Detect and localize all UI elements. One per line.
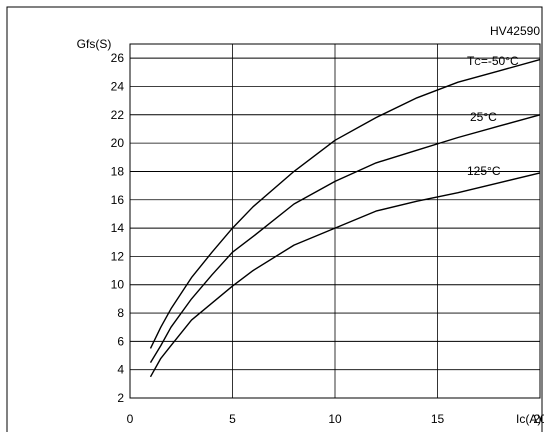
y-tick-label: 4	[117, 363, 124, 377]
y-axis-label: Gfs(S)	[77, 37, 112, 51]
y-tick-label: 6	[117, 334, 124, 348]
outer-frame	[6, 6, 543, 432]
figure-id: HV42590	[490, 24, 540, 38]
y-tick-label: 12	[111, 249, 125, 263]
series-labels: TC=-50°C 25°C 125°C	[467, 54, 519, 178]
y-tick-label: 8	[117, 306, 124, 320]
y-tick-label: 2	[117, 391, 124, 405]
y-tick-label: 18	[111, 164, 125, 178]
grid	[129, 43, 541, 399]
x-tick-label: 15	[431, 412, 445, 426]
series-line-1	[149, 114, 541, 363]
x-tick-label: 5	[229, 412, 236, 426]
y-tick-label: 22	[111, 108, 125, 122]
y-tick-label: 24	[111, 79, 125, 93]
y-tick-label: 16	[111, 193, 125, 207]
series-label-125c: 125°C	[467, 164, 501, 178]
y-tick-label: 20	[111, 136, 125, 150]
series-label-25c: 25°C	[470, 110, 497, 124]
y-tick-label: 26	[111, 51, 125, 65]
x-tick-label: 10	[328, 412, 342, 426]
x-axis-label: Ic(A)	[516, 412, 541, 426]
x-tick-label: 0	[127, 412, 134, 426]
y-tick-label: 14	[111, 221, 125, 235]
y-tick-label: 10	[111, 278, 125, 292]
series-line-2	[149, 172, 541, 378]
curves	[149, 58, 541, 378]
x-tick-label: 20	[533, 412, 544, 426]
series-label-tc-minus-50: TC=-50°C	[467, 54, 519, 68]
series-line-0	[149, 58, 541, 349]
